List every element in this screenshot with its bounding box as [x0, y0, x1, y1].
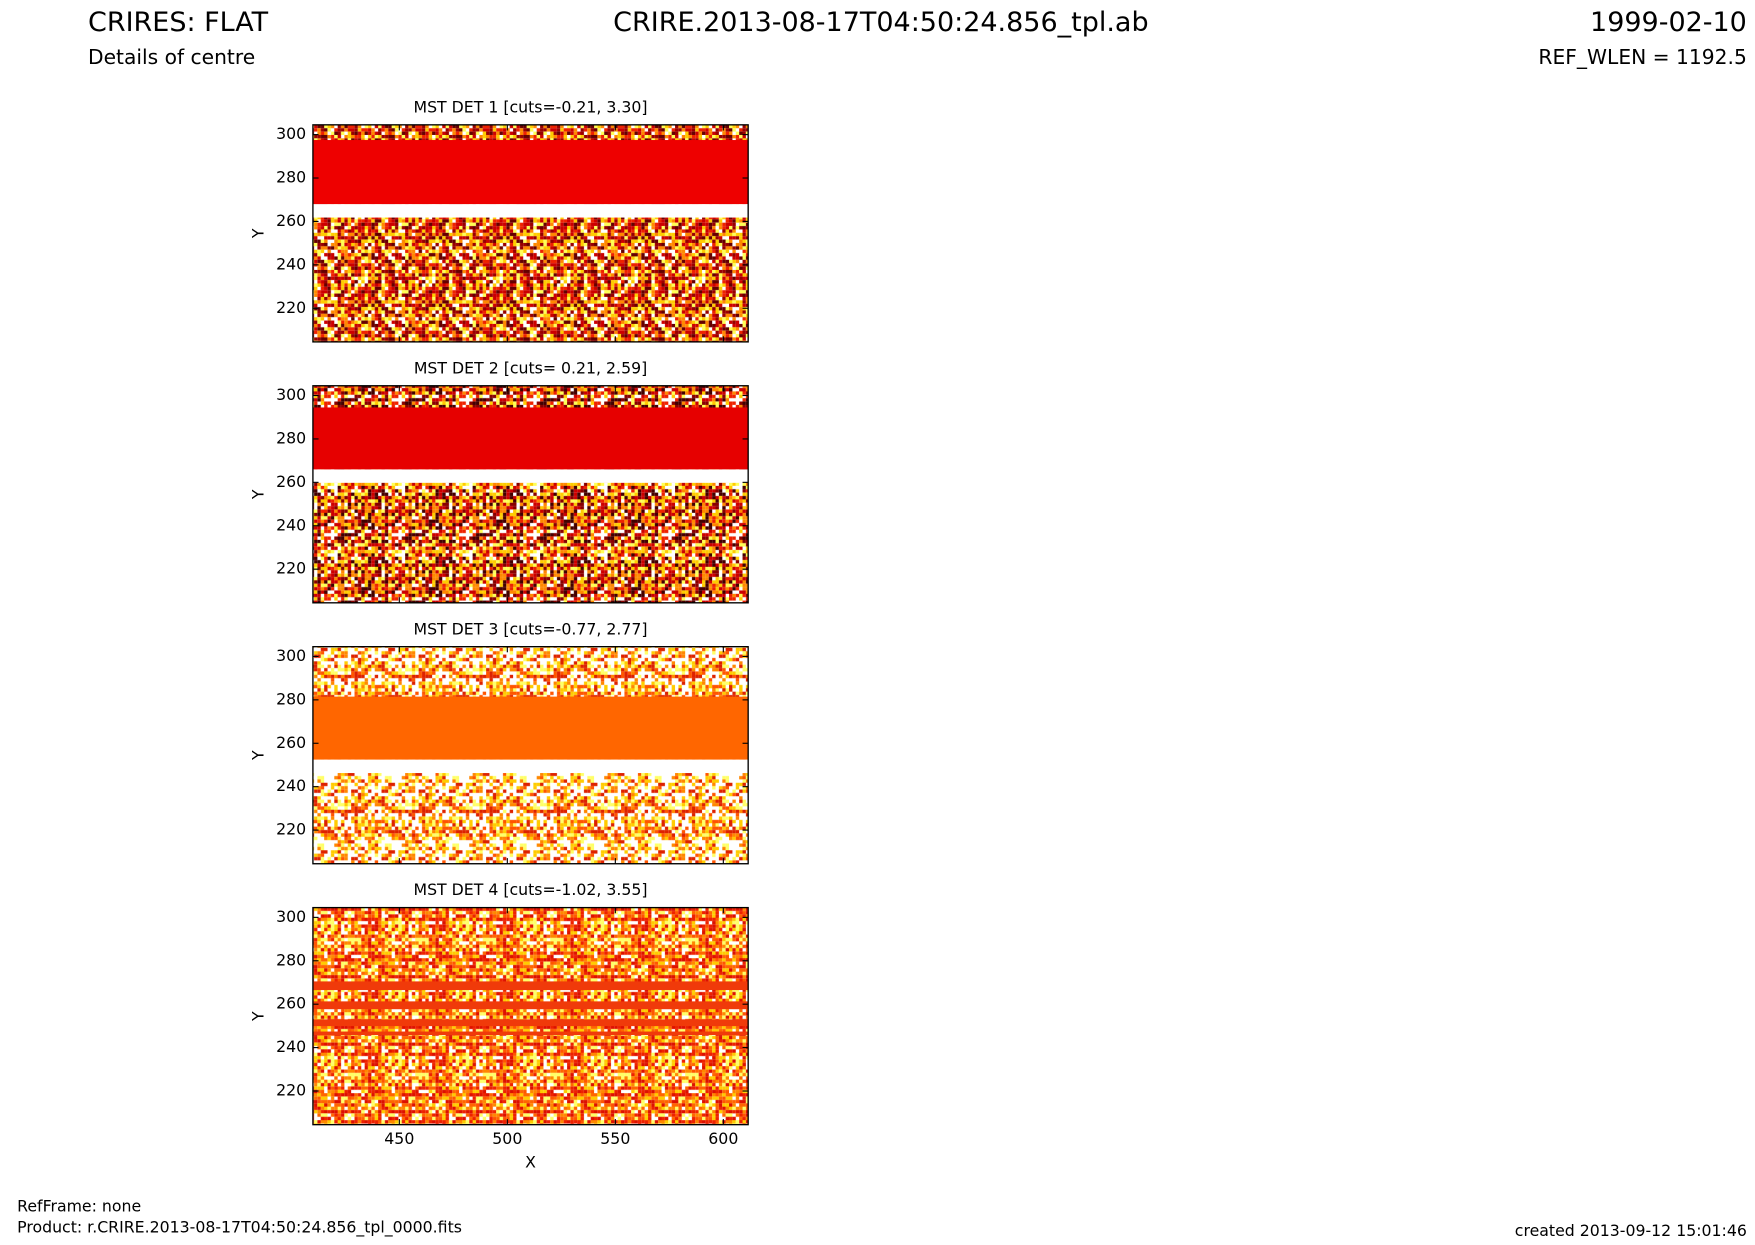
y-tick-label: 280: [276, 950, 306, 969]
axes-frame: [312, 385, 749, 604]
product: Product: r.CRIRE.2013-08-17T04:50:24.856…: [17, 1218, 462, 1238]
x-tick-label: 550: [600, 1129, 630, 1148]
y-tick-label: 240: [276, 776, 306, 795]
band: [312, 1019, 749, 1027]
y-tick-label: 260: [276, 211, 306, 230]
created: created 2013-09-12 15:01:46: [1515, 1221, 1747, 1240]
y-axis-label: Y: [248, 750, 267, 761]
y-tick-label: 300: [276, 385, 306, 404]
band: [312, 981, 749, 991]
axes-frame: [312, 906, 749, 1126]
axes-frame: [312, 646, 749, 865]
y-tick-label: 260: [276, 994, 306, 1013]
y-tick-label: 240: [276, 254, 306, 273]
y-tick-label: 300: [276, 646, 306, 665]
gap: [312, 469, 749, 483]
panel-title: MST DET 3 [cuts=-0.77, 2.77]: [414, 619, 648, 638]
x-tick-label: 450: [384, 1129, 414, 1148]
y-tick-label: 220: [276, 559, 306, 578]
panel-title: MST DET 1 [cuts=-0.21, 3.30]: [414, 97, 648, 116]
band: [312, 407, 749, 470]
y-tick-label: 280: [276, 689, 306, 708]
panel-title: MST DET 2 [cuts= 0.21, 2.59]: [414, 358, 647, 377]
y-tick-label: 240: [276, 1037, 306, 1056]
y-tick-label: 260: [276, 733, 306, 752]
y-tick-label: 280: [276, 168, 306, 187]
y-tick-label: 220: [276, 1081, 306, 1100]
date: 1999-02-10: [1590, 7, 1747, 38]
y-tick-label: 220: [276, 820, 306, 839]
band: [312, 696, 749, 760]
subtitle: Details of centre: [88, 45, 255, 69]
ref-wlen: REF_WLEN = 1192.5: [1538, 45, 1746, 69]
y-tick-label: 220: [276, 298, 306, 317]
y-axis-label: Y: [248, 489, 267, 500]
file-name: CRIRE.2013-08-17T04:50:24.856_tpl.ab: [613, 7, 1148, 38]
y-tick-label: 240: [276, 515, 306, 534]
y-axis-label: Y: [248, 228, 267, 239]
refframe: RefFrame: none: [17, 1196, 141, 1215]
page-title: CRIRES: FLAT: [88, 7, 269, 38]
x-tick-label: 600: [708, 1129, 738, 1148]
x-axis-label: X: [525, 1152, 536, 1171]
gap: [312, 204, 749, 218]
x-tick-label: 500: [492, 1129, 522, 1148]
y-axis-label: Y: [248, 1011, 267, 1022]
y-tick-label: 300: [276, 907, 306, 926]
band: [312, 1001, 749, 1010]
panel-title: MST DET 4 [cuts=-1.02, 3.55]: [414, 880, 648, 899]
band: [312, 140, 749, 205]
gap: [312, 759, 749, 774]
y-tick-label: 300: [276, 124, 306, 143]
y-tick-label: 280: [276, 428, 306, 447]
band: [312, 1031, 749, 1036]
y-tick-label: 260: [276, 472, 306, 491]
image-background: [312, 907, 749, 1125]
axes-frame: [312, 124, 749, 343]
